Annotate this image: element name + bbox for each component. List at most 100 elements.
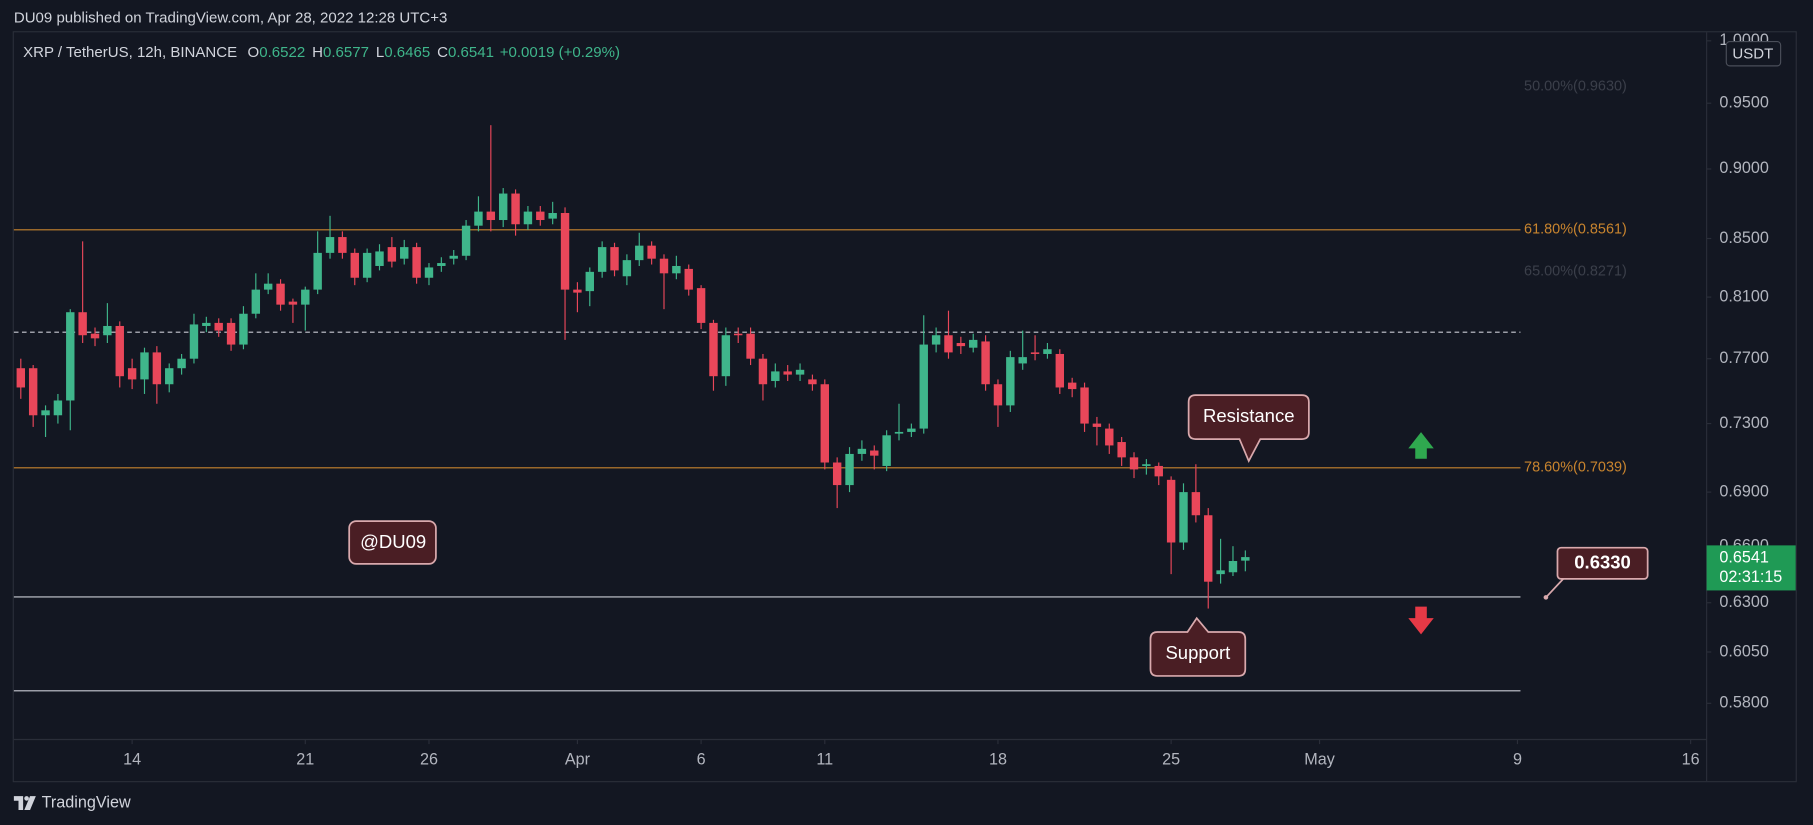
candle-body [783,371,792,375]
symbol: XRP / TetherUS, 12h, BINANCE [23,44,237,61]
candle-body [338,237,347,253]
callout-text: Resistance [1203,405,1294,426]
y-tick-label: 0.8100 [1719,287,1768,305]
candle-body [1117,442,1126,458]
candle-body [832,462,842,486]
candle-body [202,322,211,326]
candle-body [659,258,669,274]
candle-body [882,435,891,466]
candle-body [771,371,780,382]
price-tag-anchor [1543,595,1549,600]
candle-body [152,352,162,385]
candle-body [28,368,38,416]
candle-body [635,245,644,261]
fib-label: 78.60%(0.7039) [1524,460,1627,476]
candle-body [993,384,1003,406]
fib-label: 50.00%(0.9630) [1524,79,1627,95]
candle-body [387,247,397,262]
candle-body [424,267,434,278]
candle-body [226,322,236,345]
resistance-callout: Resistance [1187,394,1310,464]
candle-body [1067,382,1077,390]
candle-body [16,368,26,388]
candle-body [412,247,421,278]
ohlc-value: 0.6577 [323,44,369,61]
candles [16,125,1250,609]
candle-body [301,289,310,305]
candle-body [375,251,384,266]
levels: 50.00%(0.9630) 61.80%(0.8561) 65.00%(0.827… [13,79,1627,692]
x-tick-label: 9 [1513,751,1522,769]
candle-body [511,193,520,225]
candle-body [486,211,496,221]
candle-body [1228,561,1238,573]
candle-body [597,247,607,272]
logo-mark [13,796,24,810]
candle-body [127,368,137,380]
candle-body [214,322,223,331]
candle-body [1030,352,1040,354]
candle-body [350,252,359,278]
candle-body [400,247,409,259]
candle-body [1018,357,1027,364]
arrow [1408,432,1434,459]
x-tick-label: Apr [565,751,591,769]
candle-body [1043,349,1052,354]
y-tick-label: 0.7300 [1719,414,1768,432]
candle-body [276,283,285,305]
x-tick-label: 18 [989,751,1007,769]
ohlc-field: H [312,44,323,61]
candle-body [140,352,149,380]
candle-body [66,312,75,401]
candle-body [474,211,483,226]
candle-body [41,410,50,416]
brand: TradingView [42,793,131,811]
last-price: 0.6541 [1719,548,1768,566]
candle-body [894,431,904,434]
candle-body [944,335,953,353]
candle-body [585,271,594,292]
candle-body [189,324,199,359]
candle-body [103,325,112,336]
x-tick-label: 11 [816,751,833,769]
candle-body [437,263,446,266]
candle-body [548,213,557,219]
candle-body [536,211,545,221]
candle-body [115,325,124,377]
x-tick-label: 21 [296,751,314,769]
candle-body [907,428,916,432]
ohlc-field: L [376,44,384,61]
candle-body [931,335,941,345]
x-tick-label: 16 [1682,751,1700,769]
candle-body [647,245,656,259]
y-tick-label: 0.7700 [1719,349,1768,367]
candle-body [956,343,966,347]
ohlc-value: 0.6465 [384,44,430,61]
candle-body [251,289,261,314]
support-callout: Support [1149,616,1247,677]
candle-body [362,252,372,278]
up-arrow [1408,432,1434,459]
logo-mark [24,796,36,810]
candle-body [696,288,706,323]
y-tick-label: 0.6900 [1719,482,1768,500]
candle-body [1080,387,1089,424]
candle-body [721,335,731,377]
candle-body [709,322,718,377]
candle-body [90,333,100,339]
candle-body [78,312,87,336]
candle-body [461,225,471,256]
ohlc-field: C [437,44,448,61]
candle-body [684,268,693,290]
candle-body [325,237,335,253]
y-tick-label: 0.9500 [1719,94,1768,112]
candle-body [1191,492,1201,516]
candle-body [981,341,990,385]
candle-body [622,260,632,277]
x-tick-label: May [1304,751,1335,769]
y-tick-label: 0.8500 [1719,229,1768,247]
callout-text: Support [1165,642,1230,663]
